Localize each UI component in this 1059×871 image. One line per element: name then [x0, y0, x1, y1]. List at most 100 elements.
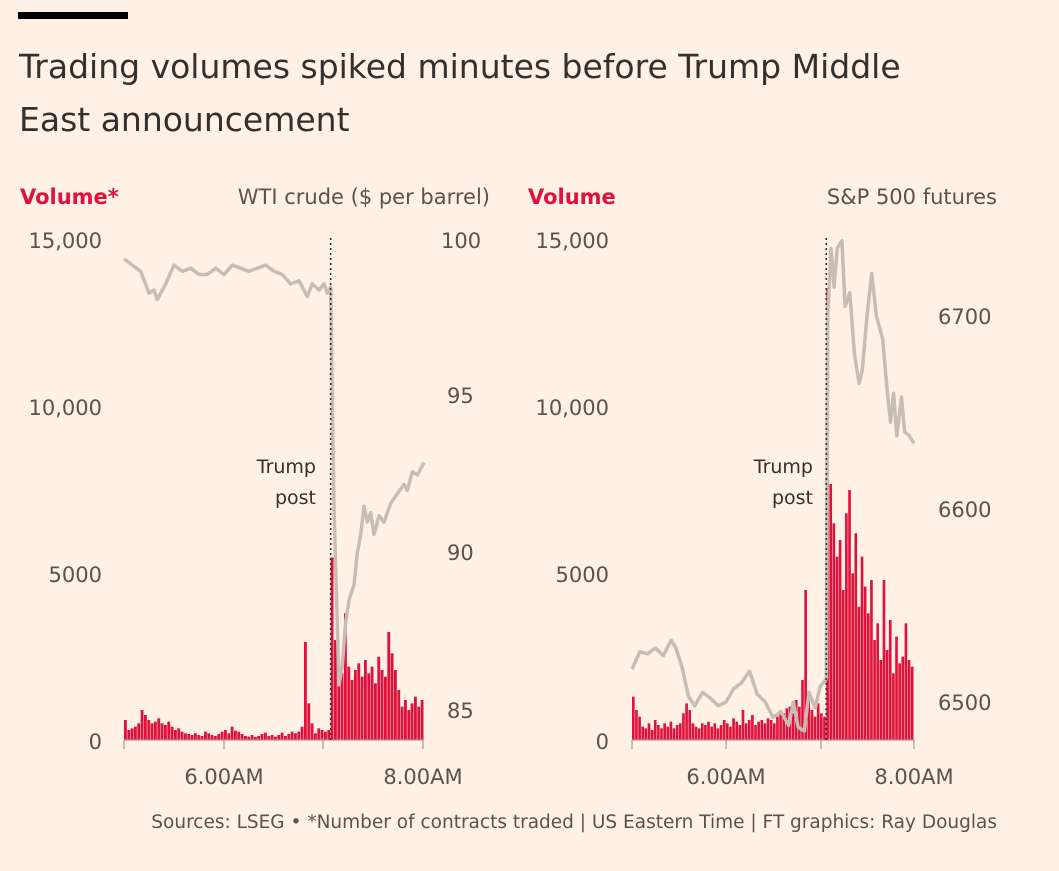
volume-bar: [354, 670, 357, 740]
volume-bar: [685, 703, 688, 740]
volume-bar: [697, 728, 701, 740]
right-price-tick: 6700: [938, 305, 991, 329]
volume-bar: [180, 731, 184, 740]
volume-bar: [314, 733, 317, 740]
volume-bar: [307, 703, 311, 740]
volume-bar: [707, 721, 710, 740]
volume-bar: [280, 732, 284, 740]
right-x-tick: 8.00AM: [874, 765, 953, 789]
volume-bar: [397, 690, 401, 740]
volume-bar: [876, 623, 880, 740]
volume-bar: [200, 736, 204, 740]
left-vol-tick: 5000: [49, 563, 102, 587]
volume-bar: [160, 723, 164, 740]
volume-bar: [287, 734, 291, 740]
left-x-tick: 6.00AM: [184, 765, 263, 789]
volume-bar: [666, 726, 670, 740]
volume-bar: [841, 590, 845, 740]
right-x-tick: 6.00AM: [686, 765, 765, 789]
volume-bar: [197, 735, 201, 740]
volume-bar: [157, 718, 161, 740]
volume-bar: [357, 663, 361, 740]
volume-bar: [267, 736, 271, 740]
volume-bar: [769, 720, 773, 740]
volume-bar: [260, 734, 264, 740]
volume-bar: [888, 620, 892, 740]
volume-bar: [710, 726, 713, 740]
left-price-label: WTI crude ($ per barrel): [238, 185, 490, 209]
right-vol-tick: 10,000: [536, 396, 609, 420]
volume-bar: [124, 720, 127, 740]
volume-bar: [657, 725, 660, 740]
volume-bar: [257, 736, 261, 740]
volume-bar: [390, 653, 394, 740]
right-price-tick: 6500: [938, 691, 991, 715]
volume-bar: [367, 673, 371, 740]
right-price-label: S&P 500 futures: [827, 185, 997, 209]
volume-bar: [766, 718, 770, 740]
volume-bar: [167, 721, 171, 740]
volume-bar: [174, 730, 177, 740]
volume-bar: [632, 696, 635, 740]
volume-bar: [760, 720, 764, 740]
volume-bar: [214, 736, 217, 740]
volume-bar: [679, 723, 682, 740]
volume-bar: [704, 725, 707, 740]
volume-bar: [776, 716, 779, 740]
volume-bar: [751, 715, 754, 740]
volume-bar: [144, 715, 147, 740]
volume-bar: [284, 736, 287, 740]
volume-bar: [838, 540, 842, 740]
volume-bar: [350, 680, 354, 740]
volume-bar: [407, 710, 411, 740]
volume-bar: [244, 736, 247, 740]
volume-bar: [377, 656, 381, 740]
volume-bar: [835, 556, 839, 740]
volume-bar: [394, 670, 397, 740]
volume-bar: [337, 680, 341, 740]
volume-bar: [882, 580, 886, 740]
volume-bar: [744, 723, 748, 740]
volume-bar: [364, 660, 367, 740]
volume-bar: [300, 726, 304, 740]
left-panel-plot: [122, 238, 426, 749]
left-vol-tick: 10,000: [29, 396, 102, 420]
volume-bar: [384, 676, 387, 740]
volume-bar: [895, 636, 898, 740]
volume-bar: [130, 728, 134, 740]
left-price-tick: 100: [441, 229, 481, 253]
volume-bar: [184, 733, 187, 740]
volume-bar: [898, 663, 901, 740]
volume-bar: [310, 723, 314, 740]
volume-bar: [810, 710, 814, 740]
price-line: [122, 257, 426, 687]
volume-bar: [716, 728, 720, 740]
volume-bar: [729, 726, 732, 740]
volume-bar: [177, 728, 181, 740]
volume-bar: [813, 716, 817, 740]
volume-bar: [247, 736, 251, 740]
volume-bar: [360, 676, 364, 740]
volume-bar: [250, 735, 254, 740]
volume-bar: [270, 735, 274, 740]
volume-bar: [726, 723, 729, 740]
volume-bar: [340, 673, 344, 740]
volume-bar: [317, 728, 321, 740]
volume-bar: [798, 706, 801, 740]
volume-bar: [823, 716, 826, 740]
volume-bar: [277, 735, 281, 740]
volume-bar: [901, 656, 905, 740]
volume-bar: [910, 666, 914, 740]
volume-bar: [237, 731, 241, 740]
right-vol-tick: 15,000: [536, 229, 609, 253]
ft-top-rule: [18, 12, 128, 19]
volume-bar: [207, 733, 211, 740]
volume-bar: [154, 721, 157, 740]
right-panel-plot: [630, 238, 916, 749]
volume-bar: [773, 723, 776, 740]
volume-bar: [879, 660, 883, 740]
volume-bar: [635, 710, 638, 740]
volume-bar: [344, 613, 347, 740]
volume-bar: [380, 670, 384, 740]
volume-bar: [873, 640, 876, 740]
